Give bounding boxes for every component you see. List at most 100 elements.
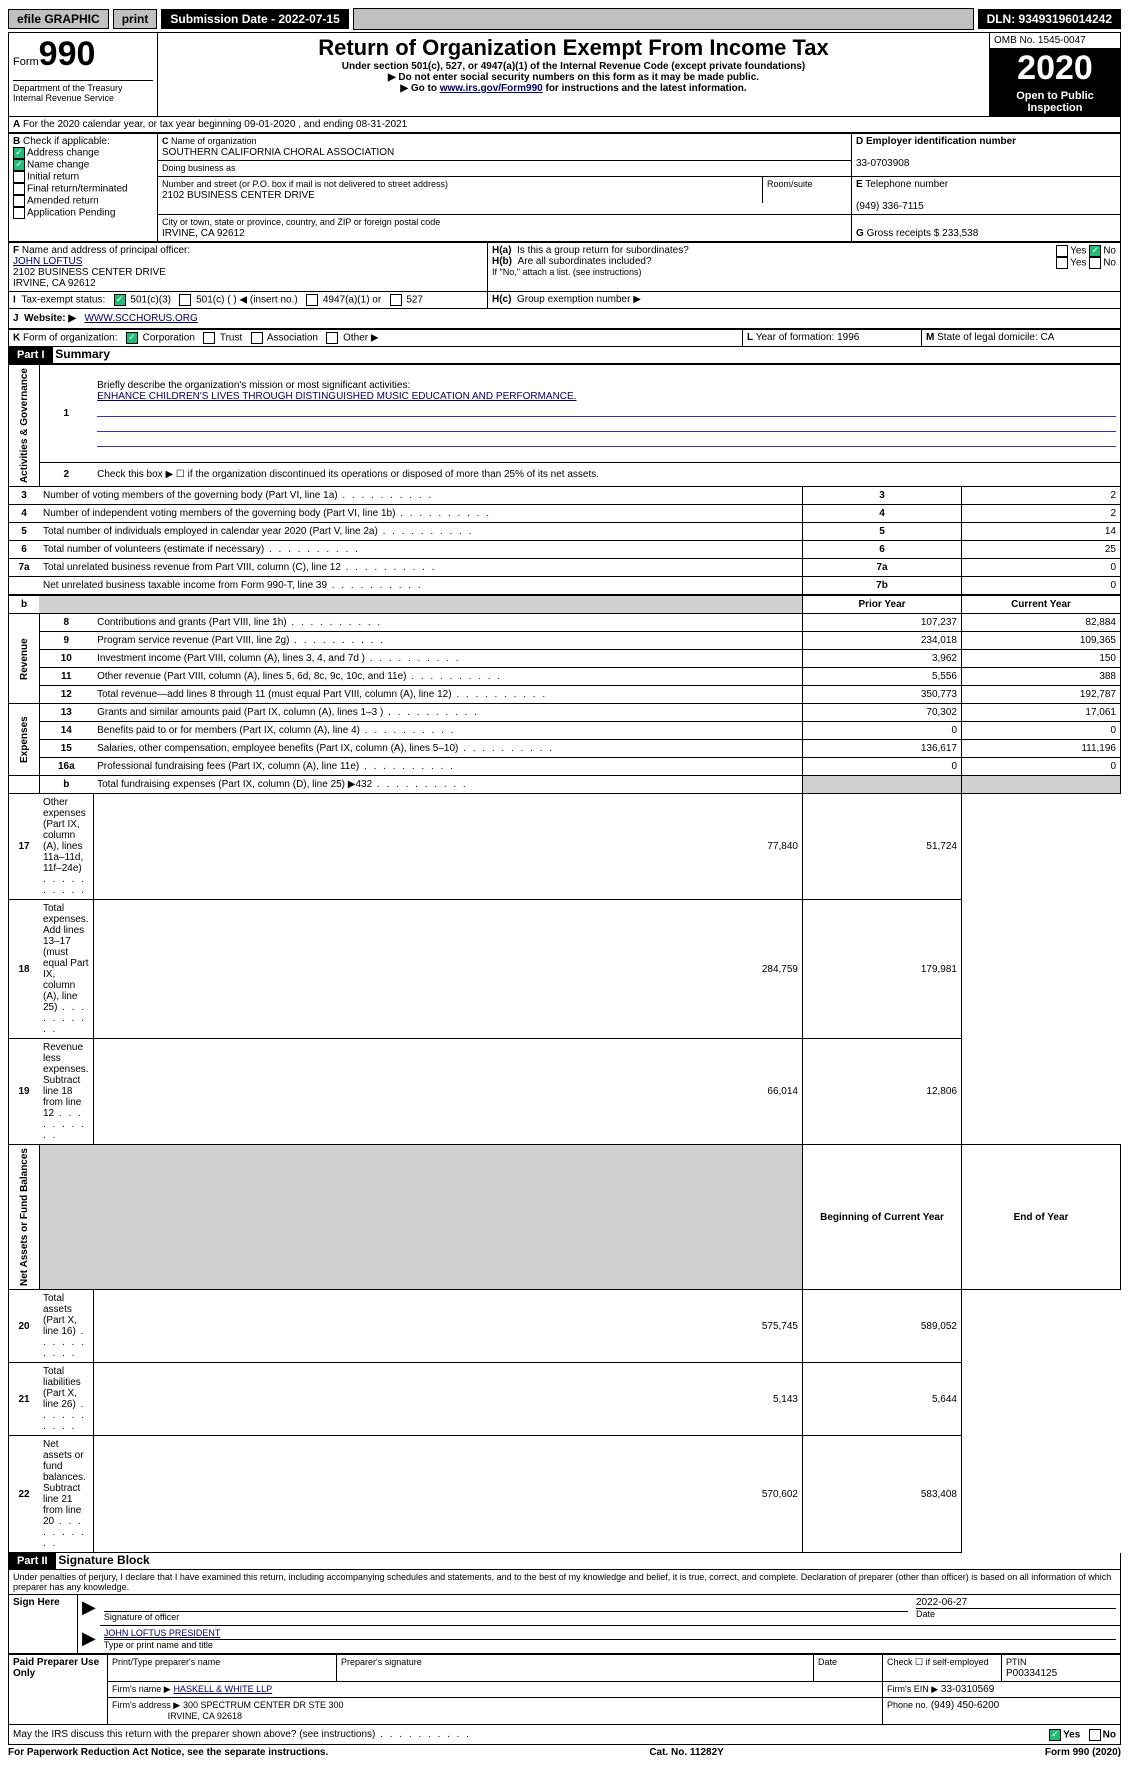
Hc-label: Group exemption number ▶ — [517, 294, 641, 305]
irs-discuss: May the IRS discuss this return with the… — [8, 1725, 1121, 1745]
footer-pra: For Paperwork Reduction Act Notice, see … — [8, 1747, 328, 1758]
G-label: Gross receipts $ — [867, 228, 940, 239]
ein: 33-0703908 — [856, 158, 909, 169]
irs-no-label: No — [1103, 1730, 1116, 1741]
side-na: Net Assets or Fund Balances — [9, 1145, 40, 1290]
final-return-check[interactable] — [13, 183, 25, 195]
Hb-label: Are all subordinates included? — [518, 256, 652, 267]
l16b-text: Total fundraising expenses (Part IX, col… — [97, 779, 372, 790]
B-final: Final return/terminated — [27, 184, 128, 195]
form-subtitle: Under section 501(c), 527, or 4947(a)(1)… — [162, 61, 985, 72]
501c3-check[interactable] — [114, 294, 126, 306]
K-other: Other ▶ — [343, 333, 378, 344]
gross-receipts: 233,538 — [942, 228, 978, 239]
irs-discuss-q: May the IRS discuss this return with the… — [13, 1729, 471, 1740]
firm-name-label: Firm's name ▶ — [112, 1684, 171, 1694]
org-name: SOUTHERN CALIFORNIA CHORAL ASSOCIATION — [162, 147, 394, 158]
F-addr2: IRVINE, CA 92612 — [13, 278, 96, 289]
firm-ein: 33-0310569 — [941, 1684, 994, 1695]
officer-name-title: JOHN LOFTUS PRESIDENT — [104, 1628, 221, 1638]
dept-treasury: Department of the Treasury Internal Reve… — [13, 80, 153, 103]
ptin-val: P00334125 — [1006, 1668, 1057, 1679]
other-check[interactable] — [326, 332, 338, 344]
footer: For Paperwork Reduction Act Notice, see … — [8, 1747, 1121, 1758]
current-year-hdr: Current Year — [962, 595, 1121, 614]
K-corp: Corporation — [143, 333, 195, 344]
corp-check[interactable] — [126, 332, 138, 344]
K-assoc: Association — [267, 333, 318, 344]
firm-addr1: 300 SPECTRUM CENTER DR STE 300 — [183, 1700, 344, 1710]
M-label: State of legal domicile: — [937, 332, 1038, 343]
signature-block: Sign Here ▶ Signature of officer 2022-06… — [8, 1595, 1121, 1654]
trust-check[interactable] — [203, 332, 215, 344]
name-change-check[interactable] — [13, 159, 25, 171]
initial-return-check[interactable] — [13, 171, 25, 183]
yes-1: Yes — [1070, 246, 1086, 257]
Hb-no[interactable] — [1089, 257, 1101, 269]
firm-phone-label: Phone no. — [887, 1700, 928, 1710]
irs-yes-label: Yes — [1063, 1730, 1080, 1741]
paid-preparer-block: Paid Preparer Use Only Print/Type prepar… — [8, 1654, 1121, 1725]
KLM-block: K Form of organization: Corporation Trus… — [8, 329, 1121, 347]
B-label: Check if applicable: — [23, 136, 110, 147]
irs-no[interactable] — [1089, 1729, 1101, 1741]
no-1: No — [1103, 246, 1116, 257]
part-I-hdr: Part I — [9, 347, 53, 363]
I-527: 527 — [406, 295, 423, 306]
K-label: Form of organization: — [23, 333, 118, 344]
city-label: City or town, state or province, country… — [162, 217, 440, 227]
E-label: Telephone number — [865, 179, 948, 190]
I-label: Tax-exempt status: — [21, 295, 105, 306]
K-trust: Trust — [220, 333, 242, 344]
website-link[interactable]: WWW.SCCHORUS.ORG — [84, 313, 197, 324]
l1-label: Briefly describe the organization's miss… — [97, 380, 410, 391]
form-title: Return of Organization Exempt From Incom… — [162, 35, 985, 61]
irs-yes[interactable] — [1049, 1729, 1061, 1741]
mission-text: ENHANCE CHILDREN'S LIVES THROUGH DISTING… — [97, 391, 576, 402]
omb-number: OMB No. 1545-0047 — [990, 33, 1120, 49]
C-name-label: Name of organization — [171, 136, 257, 146]
principal-officer[interactable]: JOHN LOFTUS — [13, 256, 82, 267]
B-app: Application Pending — [27, 208, 115, 219]
4947-check[interactable] — [306, 294, 318, 306]
part-I-title: Summary — [55, 347, 110, 361]
part-II-hdr: Part II — [9, 1553, 56, 1569]
side-ag: Activities & Governance — [9, 365, 40, 487]
app-pending-check[interactable] — [13, 207, 25, 219]
Hb-yes[interactable] — [1056, 257, 1068, 269]
note2-post: for instructions and the latest informat… — [543, 83, 747, 94]
Ha-yes[interactable] — [1056, 245, 1068, 257]
firm-name: HASKELL & WHITE LLP — [173, 1684, 272, 1694]
footer-form: Form 990 (2020) — [1045, 1747, 1121, 1758]
print-btn[interactable]: print — [113, 9, 158, 29]
paid-preparer-label: Paid Preparer Use Only — [9, 1655, 108, 1725]
Hb-note: If "No," attach a list. (see instruction… — [492, 267, 641, 277]
irs-link[interactable]: www.irs.gov/Form990 — [440, 83, 543, 94]
dln: DLN: 93493196014242 — [978, 9, 1121, 29]
prior-year-hdr: Prior Year — [803, 595, 962, 614]
topbar-spacer — [353, 8, 974, 30]
end-year-hdr: End of Year — [962, 1145, 1121, 1290]
L-label: Year of formation: — [756, 332, 835, 343]
addr-change-check[interactable] — [13, 147, 25, 159]
amended-check[interactable] — [13, 195, 25, 207]
efile-graphic-btn[interactable]: efile GRAPHIC — [8, 9, 109, 29]
header-info-block: B Check if applicable: Address change Na… — [8, 133, 1121, 242]
perjury-decl: Under penalties of perjury, I declare th… — [8, 1570, 1121, 1595]
form-label: Form — [13, 56, 39, 68]
part-I-table: Activities & Governance 1 Briefly descri… — [8, 364, 1121, 1553]
prep-sig-label: Preparer's signature — [341, 1657, 422, 1667]
firm-ein-label: Firm's EIN ▶ — [887, 1684, 938, 1694]
I-c: 501(c) ( ) ◀ (insert no.) — [196, 295, 298, 306]
note2-pre: ▶ Go to — [400, 83, 439, 94]
Ha-no[interactable] — [1089, 245, 1101, 257]
B-name: Name change — [27, 160, 89, 171]
form-note-2: ▶ Go to www.irs.gov/Form990 for instruct… — [162, 83, 985, 94]
501c-check[interactable] — [179, 294, 191, 306]
org-city: IRVINE, CA 92612 — [162, 228, 245, 239]
ptin-label: PTIN — [1006, 1657, 1027, 1667]
527-check[interactable] — [390, 294, 402, 306]
form-note-1: ▶ Do not enter social security numbers o… — [162, 72, 985, 83]
form-header: Form990 Department of the Treasury Inter… — [8, 32, 1121, 117]
assoc-check[interactable] — [251, 332, 263, 344]
